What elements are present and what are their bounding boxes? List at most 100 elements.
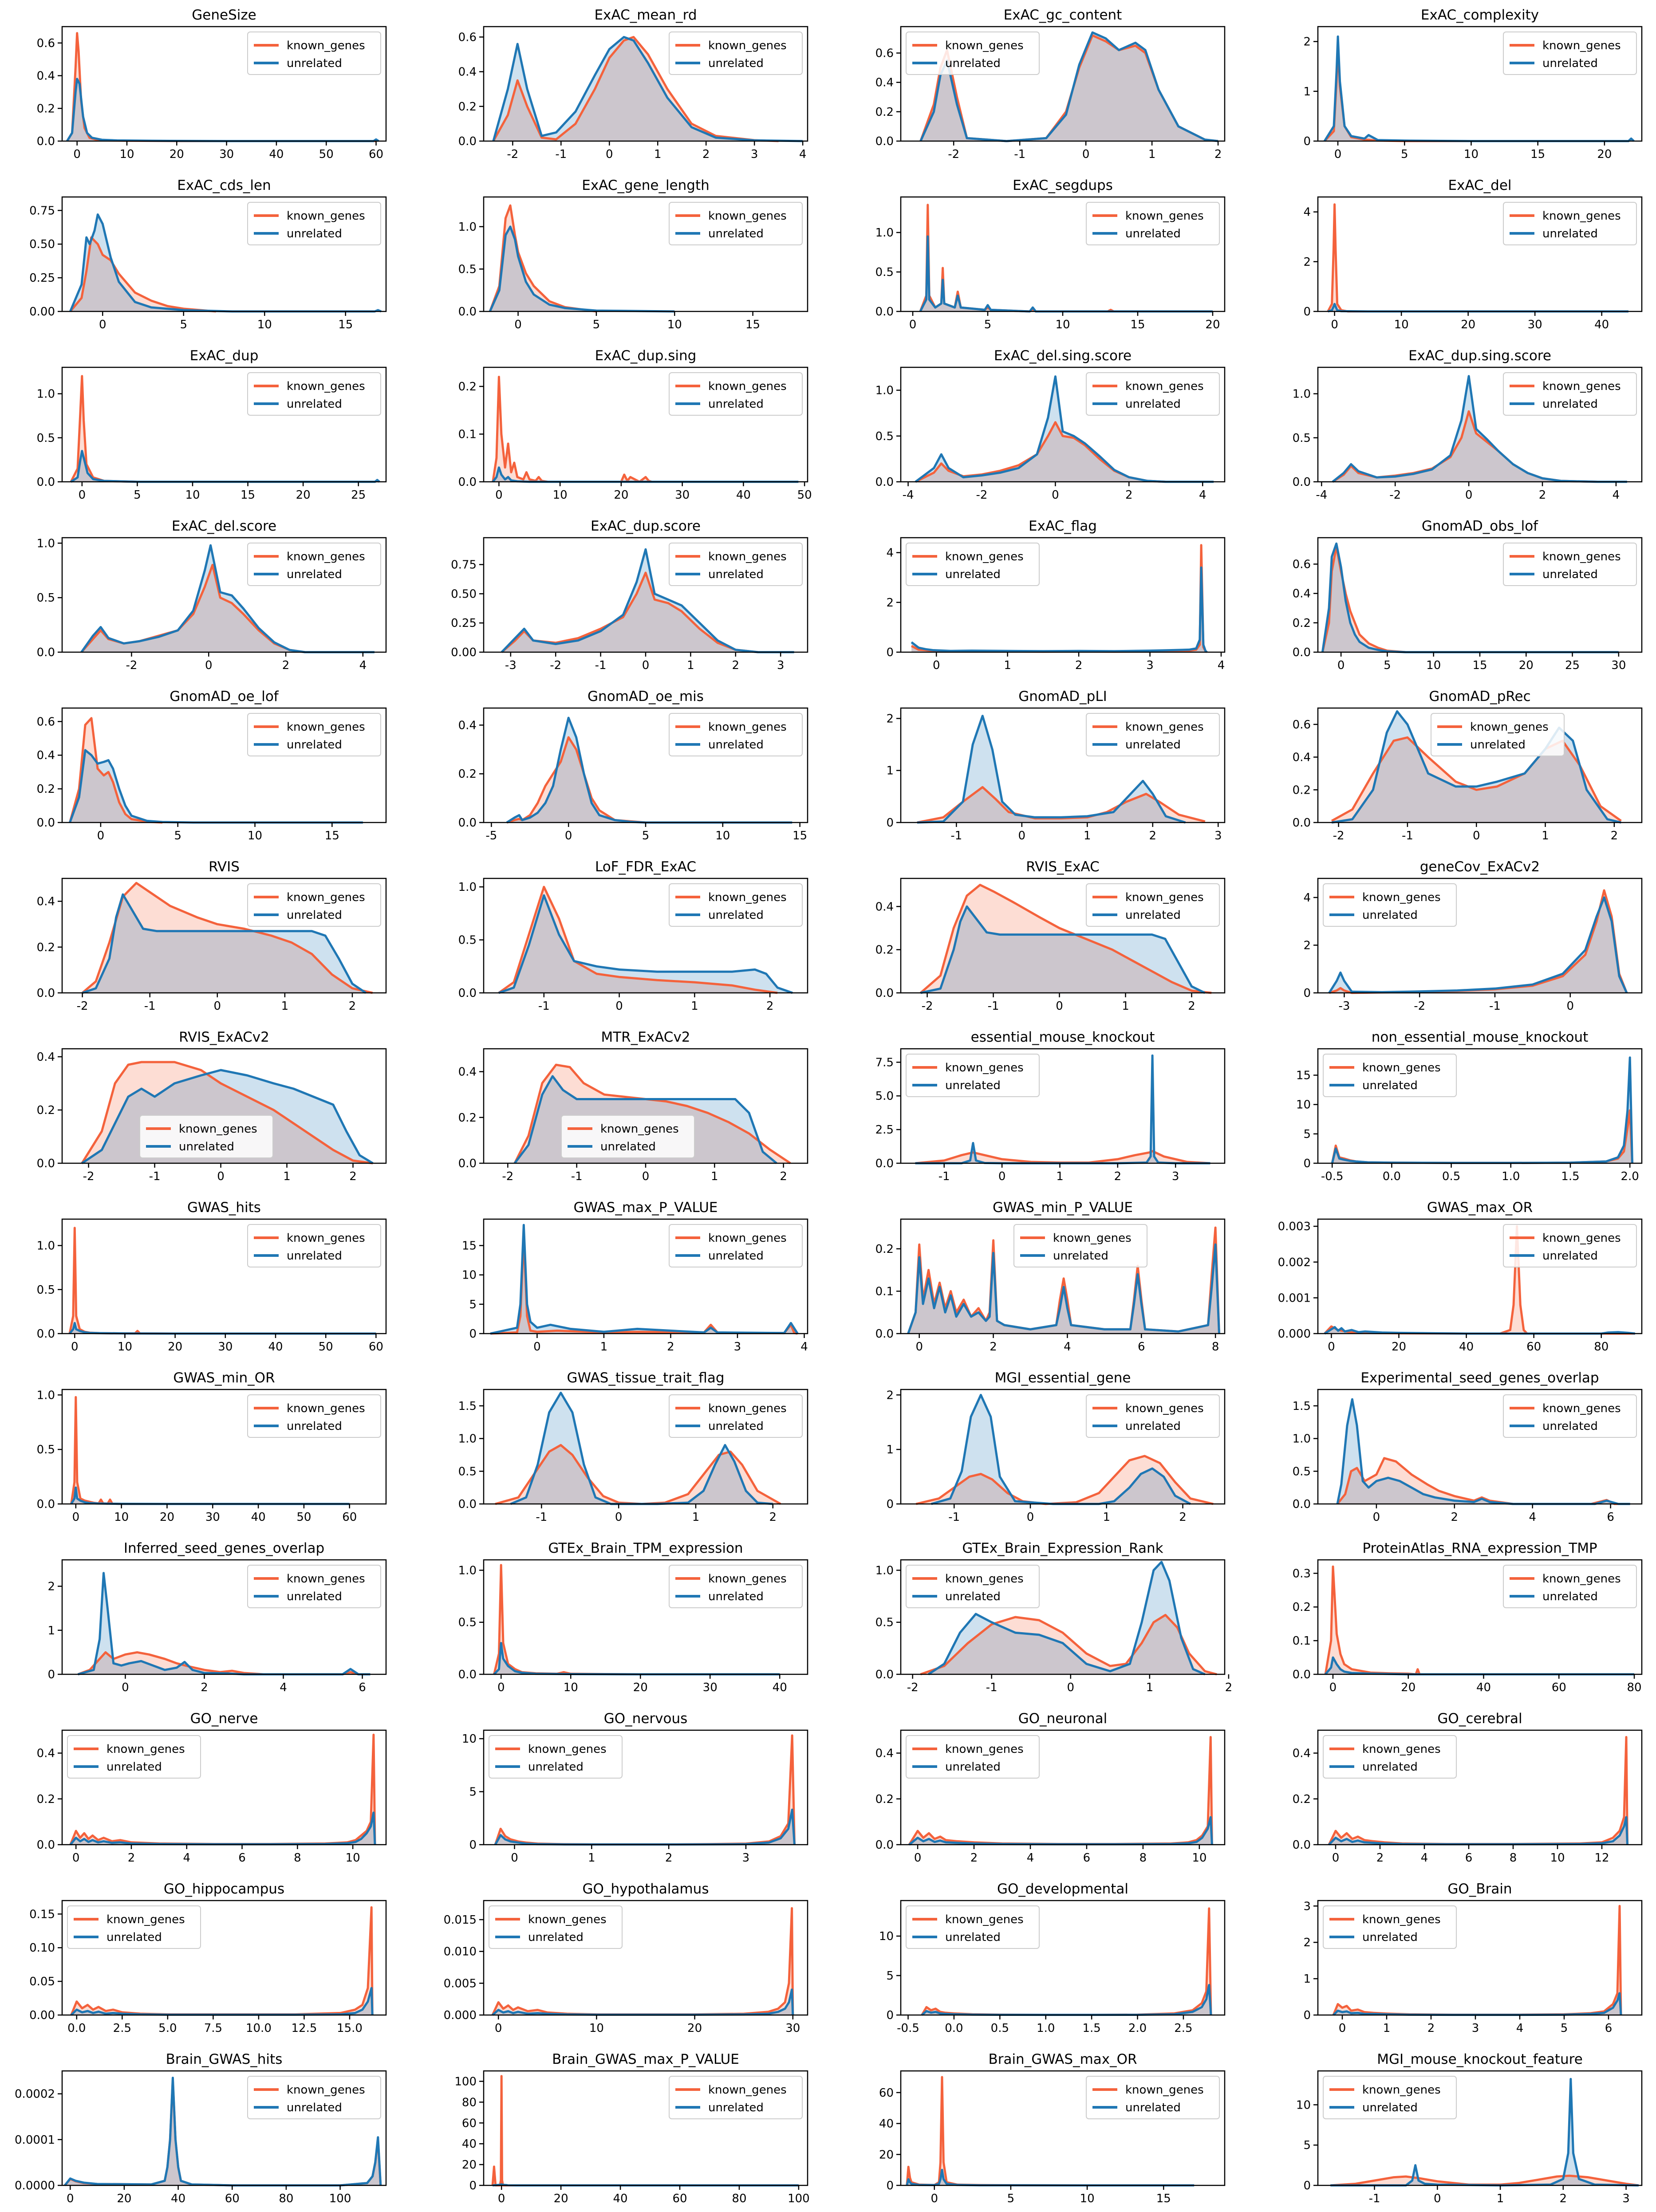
legend: known_genes unrelated (1323, 2076, 1457, 2119)
y-tick-label: 0.0 (458, 1668, 477, 1681)
x-tick-label: 1 (691, 1000, 698, 1013)
axes-frame (1317, 1218, 1643, 1334)
legend-box (1503, 372, 1637, 416)
x-tick-label: 60 (1526, 1340, 1541, 1354)
legend-label: unrelated (287, 1249, 342, 1263)
series-known_genes-line (498, 886, 778, 994)
legend-label: unrelated (179, 1140, 234, 1153)
x-tick-label: 5 (174, 829, 181, 842)
x-tick-label: 60 (369, 1340, 383, 1354)
legend-label: known_genes (1053, 1232, 1132, 1245)
chart-panel: Inferred_seed_genes_overlap 0 2 4 6 0 1 2 known_… (47, 1540, 387, 1694)
y-tick-label: 0.2 (458, 768, 477, 781)
chart-panel: GWAS_max_OR 0 20 40 60 80 0.000 0.001 0.002 0.003… (1278, 1200, 1643, 1354)
series-known_genes-fill (501, 573, 758, 652)
y-tick-label: 4 (1303, 891, 1311, 905)
axes-frame (1317, 878, 1643, 994)
series-known_genes-fill (1333, 411, 1598, 482)
legend: known_genes unrelated (1013, 1224, 1147, 1267)
y-tick-label: 2 (47, 1580, 55, 1594)
x-tick-label: -1 (149, 1170, 161, 1183)
legend-label: unrelated (1542, 1249, 1598, 1263)
x-tick-label: -2 (126, 659, 137, 672)
legend: known_genes unrelated (561, 1115, 695, 1158)
legend-label: unrelated (528, 1760, 584, 1774)
x-tick-label: 20 (1401, 1681, 1415, 1694)
x-tick-label: 2 (1611, 829, 1618, 842)
series-unrelated-fill (920, 236, 1213, 311)
y-tick-label: 0 (886, 816, 894, 830)
chart-panel: ExAC_dup.score -3 -2 -1 0 1 2 3 0.00 0.25 0.50 0.75… (451, 518, 808, 672)
chart-panel: GnomAD_oe_mis -5 0 5 10 15 0.0 0.2 0.4 known_gene… (458, 689, 808, 842)
y-tick-label: 0.0 (458, 987, 477, 1000)
axes-frame (1317, 2070, 1643, 2186)
x-tick-label: -2 (502, 1170, 513, 1183)
y-tick-label: 5.0 (875, 1090, 894, 1103)
x-tick-label: 80 (1594, 1340, 1609, 1354)
legend: known_genes unrelated (1503, 1224, 1637, 1267)
legend-label: known_genes (1542, 39, 1621, 52)
series-unrelated-fill (70, 214, 382, 311)
chart-panel: Experimental_seed_genes_overlap 0 2 4 6 0.0 0.… (1293, 1370, 1643, 1524)
legend-label: unrelated (1542, 1590, 1598, 1603)
x-tick-label: 1.5 (1082, 2022, 1100, 2035)
x-tick-label: 2 (349, 1170, 357, 1183)
x-tick-label: 8 (1510, 1851, 1517, 1865)
y-tick-label: 10 (462, 1269, 477, 1282)
x-tick-label: 0 (217, 1170, 225, 1183)
x-tick-label: 1 (283, 1170, 291, 1183)
y-tick-label: 40 (462, 2137, 477, 2151)
legend-label: known_genes (945, 1061, 1024, 1075)
x-tick-label: 2 (1214, 148, 1222, 161)
legend-box (1086, 202, 1220, 245)
x-tick-label: 80 (279, 2192, 293, 2205)
x-tick-label: 20 (168, 1340, 182, 1354)
y-tick-label: 2 (886, 596, 894, 610)
y-tick-label: 1.0 (1293, 1433, 1311, 1446)
chart-title: GTEx_Brain_TPM_expression (548, 1540, 743, 1556)
y-tick-label: 0.2 (37, 783, 55, 796)
y-tick-label: 0 (1303, 1157, 1311, 1170)
x-tick-label: 0 (497, 1681, 505, 1694)
x-tick-label: 0 (79, 488, 86, 502)
legend-label: unrelated (708, 1590, 764, 1603)
x-tick-label: 10 (589, 2022, 604, 2035)
x-tick-label: 0 (122, 1681, 129, 1694)
y-tick-label: 15 (462, 1240, 477, 1253)
x-tick-label: 6 (1607, 1511, 1614, 1524)
x-tick-label: 10 (1080, 2192, 1095, 2205)
legend-label: unrelated (106, 1931, 162, 1944)
chart-panel: GTEx_Brain_Expression_Rank -2 -1 0 1 2 0.0 0.5 1… (875, 1540, 1233, 1694)
legend: known_genes unrelated (906, 543, 1040, 586)
x-tick-label: 10 (1192, 1851, 1207, 1865)
y-tick-label: 10 (1296, 2098, 1311, 2112)
x-tick-label: 15 (338, 318, 353, 331)
chart-title: GO_hypothalamus (583, 1881, 709, 1897)
legend-box (906, 1565, 1040, 1608)
chart-title: RVIS (209, 859, 240, 875)
x-tick-label: 5 (1007, 2192, 1015, 2205)
y-tick-label: 0.5 (875, 266, 894, 279)
chart-title: GnomAD_oe_lof (170, 689, 279, 705)
x-tick-label: 0 (1329, 1681, 1337, 1694)
chart-panel: LoF_FDR_ExAC -1 0 1 2 0.0 0.5 1.0 known_genesunr… (458, 859, 808, 1013)
x-tick-label: 4 (1027, 1851, 1034, 1865)
y-tick-label: 0.6 (875, 47, 894, 60)
x-tick-label: -2 (507, 148, 518, 161)
x-tick-label: 12.5 (292, 2022, 317, 2035)
x-tick-label: 10.0 (246, 2022, 272, 2035)
y-tick-label: 2 (886, 1389, 894, 1402)
y-tick-label: 0.1 (875, 1285, 894, 1298)
legend-label: known_genes (945, 1743, 1024, 1756)
x-tick-label: 3 (1622, 2192, 1630, 2205)
y-tick-label: 60 (879, 2086, 894, 2100)
chart-panel: essential_mouse_knockout -1 0 1 2 3 0.0 2.5 5.0 7… (875, 1029, 1226, 1183)
y-tick-label: 0.4 (458, 719, 477, 732)
y-tick-label: 0.6 (458, 31, 477, 44)
chart-title: GnomAD_obs_lof (1422, 518, 1538, 534)
x-tick-label: 4 (1421, 1851, 1428, 1865)
y-tick-label: 0.00 (451, 646, 477, 659)
legend-label: unrelated (708, 2101, 764, 2114)
chart-title: ExAC_del.score (172, 518, 276, 534)
x-tick-label: 2 (667, 1340, 674, 1354)
